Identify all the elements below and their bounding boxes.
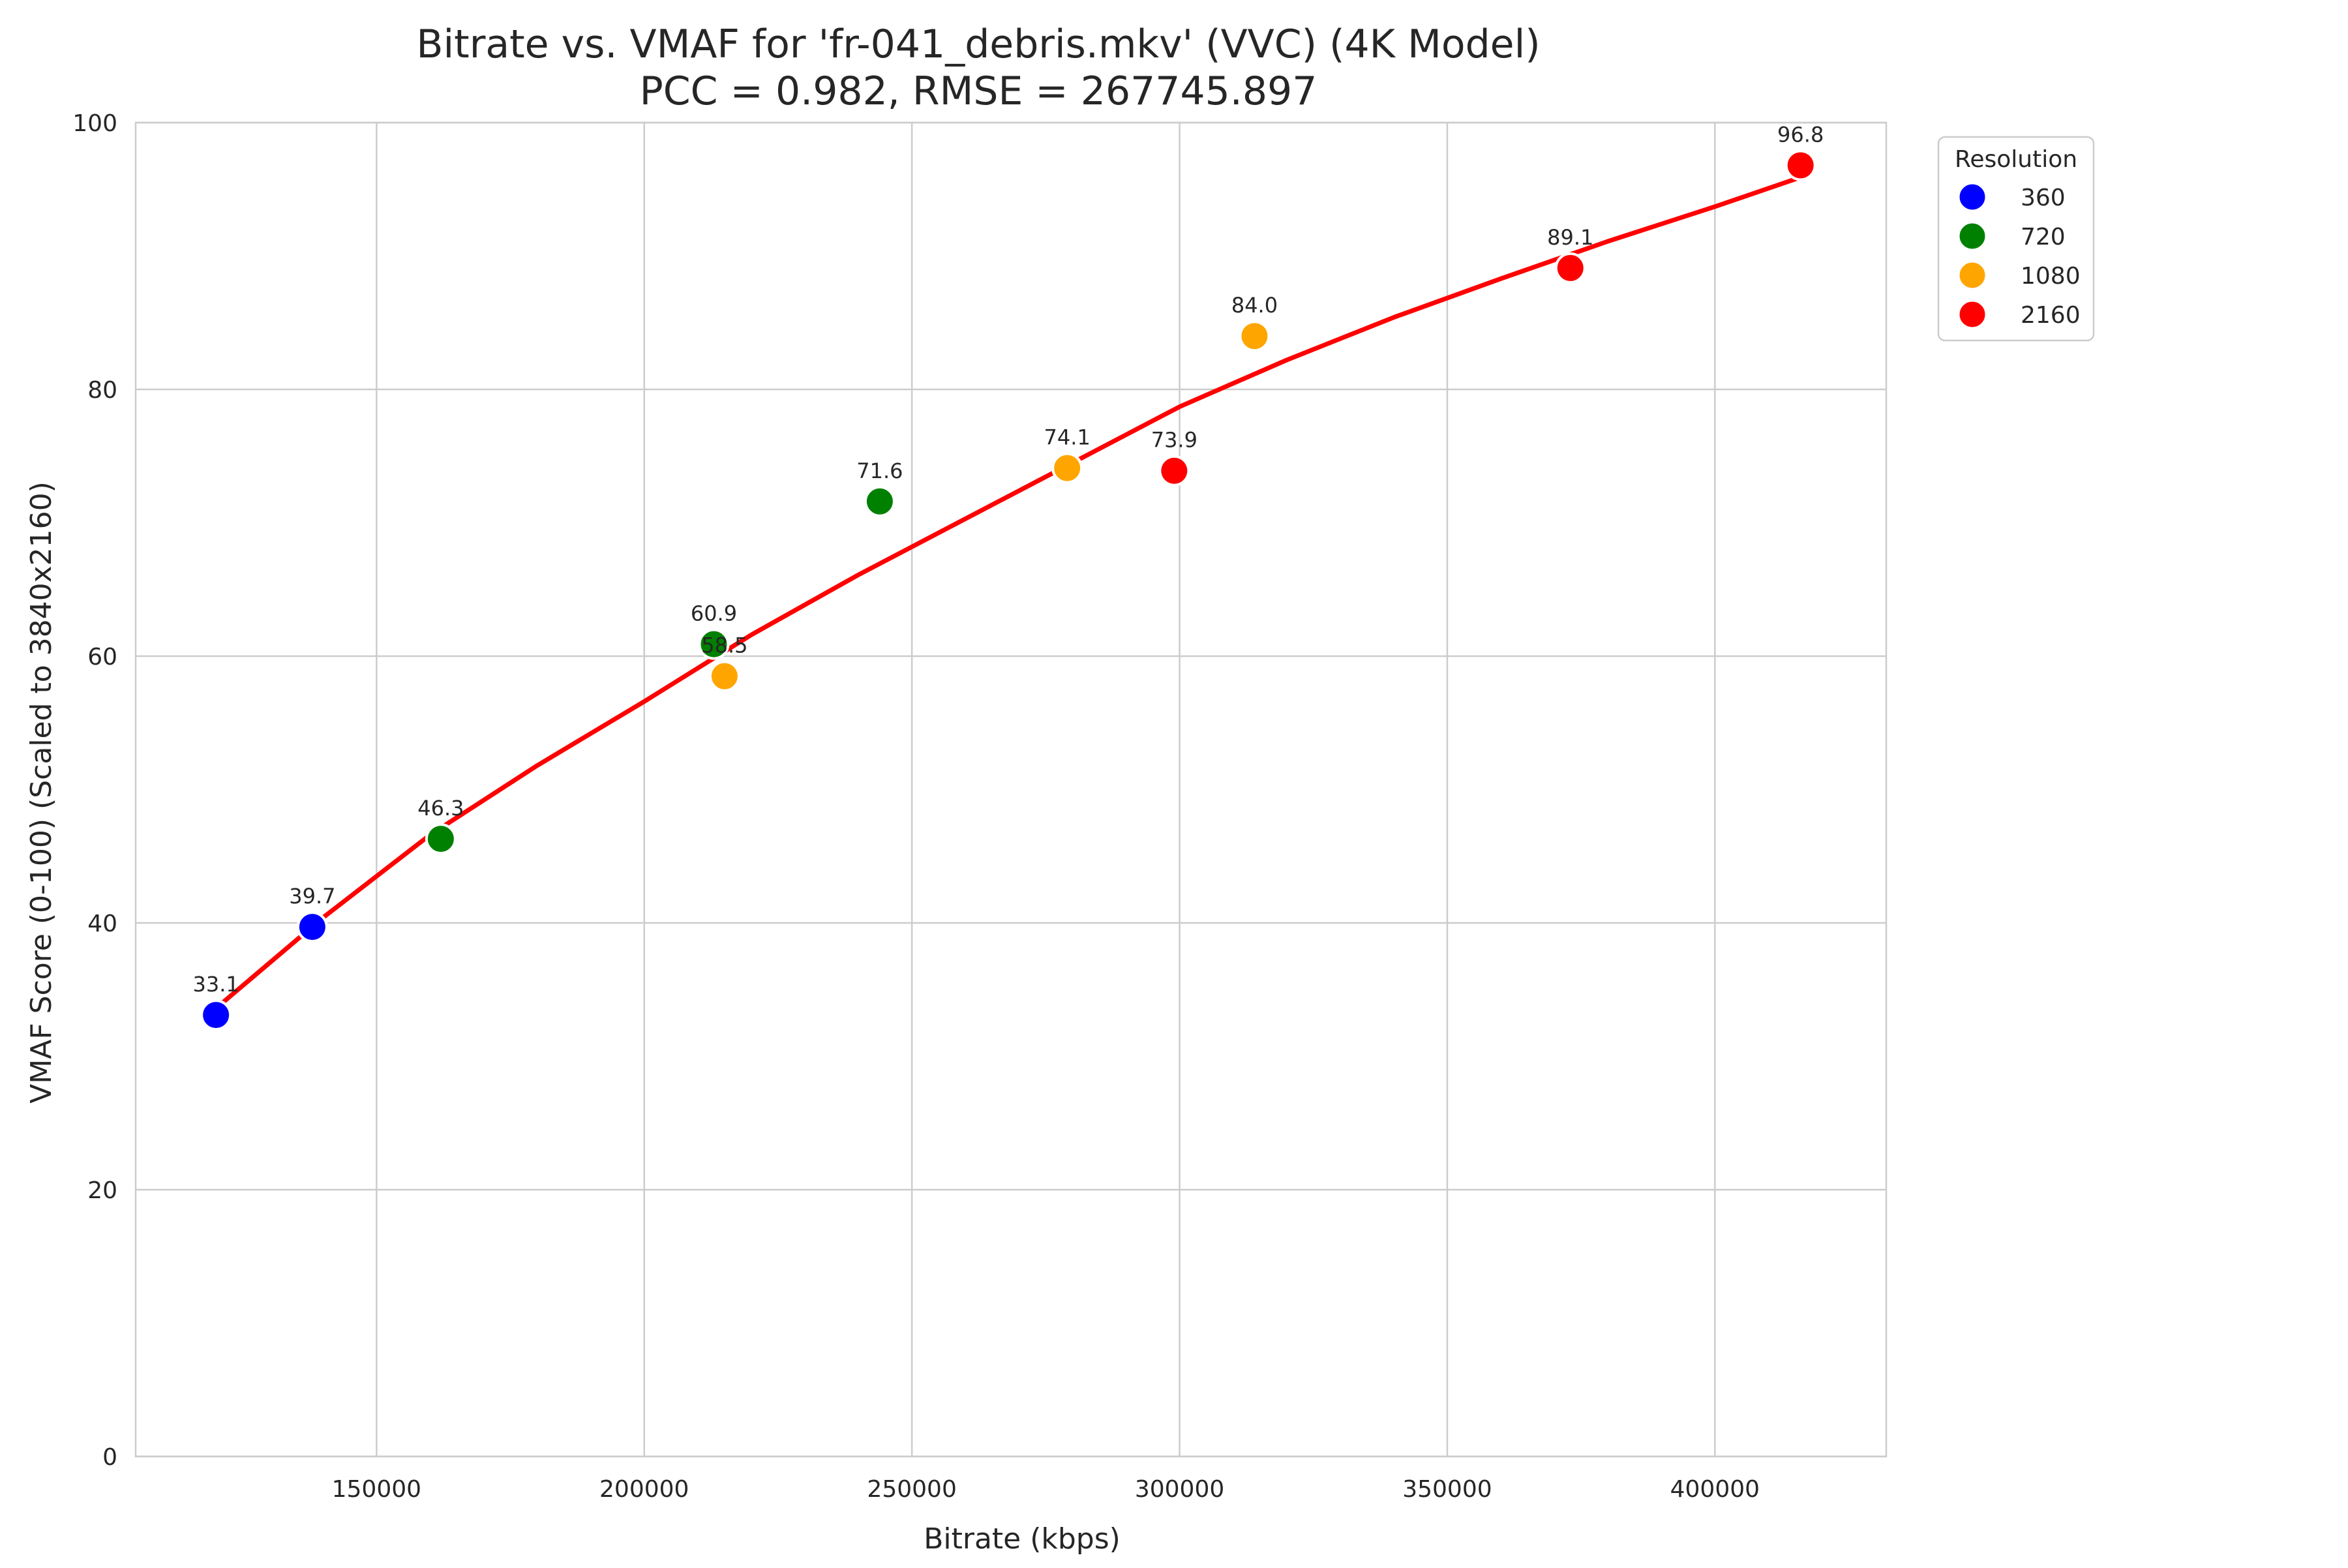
legend-marker-360 [1957,182,1987,212]
y-tick-label: 40 [87,911,117,937]
y-tick-label: 80 [87,377,117,404]
data-point-720 [425,823,457,855]
data-points [200,149,1816,1031]
x-axis-ticks: 150000 200000 250000 300000 350000 400000 [332,1476,1760,1503]
legend-label: 360 [2021,185,2066,211]
data-label: 58.5 [701,633,747,658]
data-label: 33.1 [192,972,239,997]
data-label: 96.8 [1777,122,1824,147]
x-tick-label: 200000 [599,1476,689,1503]
legend-marker-2160 [1957,299,1987,329]
legend-title: Resolution [1955,146,2077,173]
y-axis-label: VMAF Score (0-100) (Scaled to 3840x2160) [25,481,58,1104]
data-label: 89.1 [1547,225,1593,250]
data-labels: 33.1 39.7 46.3 60.9 71.6 58.5 74.1 84.0 73.9 89.1… [192,122,1824,997]
x-tick-label: 350000 [1402,1476,1492,1503]
data-point-1080 [708,660,740,692]
y-tick-label: 100 [72,110,117,137]
grid-lines [136,121,1886,1458]
fit-curve-line [213,175,1803,1011]
chart-subtitle: PCC = 0.982, RMSE = 267745.897 [640,68,1317,114]
y-axis-ticks: 0 20 40 60 80 100 [72,110,117,1471]
legend-label: 2160 [2021,302,2081,329]
x-tick-label: 250000 [867,1476,956,1503]
data-label: 60.9 [691,601,737,626]
data-point-1080 [1239,320,1271,352]
legend-marker-1080 [1957,260,1987,290]
plot-area-frame [134,121,1888,1458]
x-tick-label: 300000 [1135,1476,1224,1503]
data-point-360 [200,999,232,1031]
legend-label: 720 [2021,224,2066,250]
data-point-720 [864,485,896,517]
legend-label: 1080 [2021,263,2081,290]
legend-marker-720 [1957,221,1987,251]
data-label: 46.3 [417,796,464,821]
data-point-2160 [1784,149,1816,181]
y-tick-label: 20 [87,1177,117,1204]
data-point-2160 [1554,252,1586,284]
data-point-360 [296,911,328,943]
legend: Resolution 360 720 1080 2160 [1937,136,2095,342]
data-point-720 [698,628,730,660]
chart-title: Bitrate vs. VMAF for 'fr-041_debris.mkv'… [416,22,1540,67]
x-tick-label: 400000 [1670,1476,1760,1503]
data-label: 73.9 [1151,428,1197,453]
legend-entries: 360 720 1080 2160 [1957,182,2081,329]
data-label: 84.0 [1231,293,1278,318]
data-label: 71.6 [856,459,903,483]
x-axis-label: Bitrate (kbps) [924,1522,1121,1556]
data-point-2160 [1158,455,1190,487]
x-tick-label: 150000 [332,1476,421,1503]
data-point-1080 [1051,452,1083,484]
y-tick-label: 60 [87,644,117,671]
y-tick-label: 0 [102,1444,117,1471]
data-label: 74.1 [1044,425,1091,450]
data-label: 39.7 [289,884,335,909]
